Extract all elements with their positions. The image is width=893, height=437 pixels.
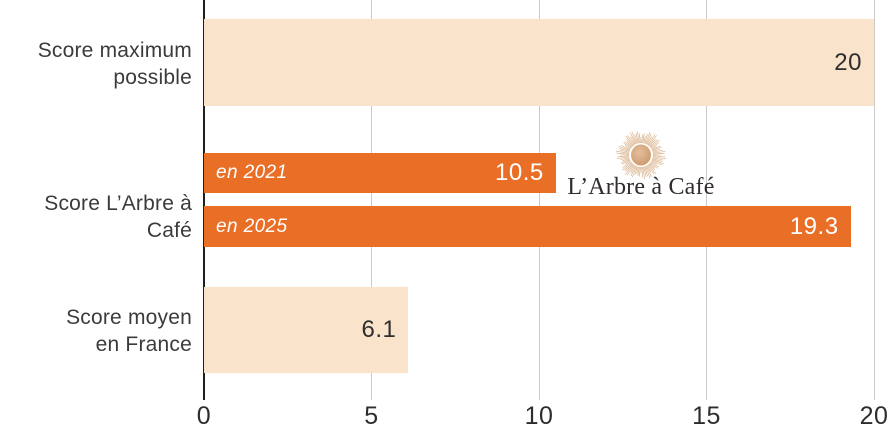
y-axis-line [203, 0, 205, 400]
x-tick-label-15: 15 [692, 402, 721, 430]
gridline-20 [873, 0, 875, 400]
bar-value-label: 19.3 [789, 212, 839, 240]
gridline-15 [706, 0, 707, 400]
x-tick-label-10: 10 [524, 402, 554, 430]
bar-score-maximum-possible: 20 [204, 19, 874, 106]
x-tick-label-0: 0 [196, 402, 212, 430]
x-tick-label-20: 20 [859, 402, 889, 430]
bar-value-label: 10.5 [495, 159, 544, 186]
x-tick-label-5: 5 [364, 402, 379, 430]
gridline-5 [371, 0, 372, 400]
y-axis-category-label: Score moyen en France [66, 306, 192, 356]
brand-logo-text: L’Arbre à Café [567, 174, 715, 200]
bar-series-label: en 2021 [216, 162, 288, 183]
gridline-10 [538, 0, 540, 400]
y-axis-category-label: Score L’Arbre à Café [44, 191, 192, 242]
bar-value-label: 20 [834, 48, 862, 76]
y-axis-category-label: Score maximum possible [37, 39, 192, 89]
bar-en-2025: en 2025 19.3 [204, 206, 851, 247]
sunburst-icon [616, 131, 667, 180]
bar-score-moyen-en-france: 6.1 [204, 287, 409, 373]
bar-en-2021: en 2021 10.5 [204, 153, 556, 193]
bar-value-label: 6.1 [361, 316, 397, 343]
bar-series-label: en 2025 [216, 215, 288, 237]
